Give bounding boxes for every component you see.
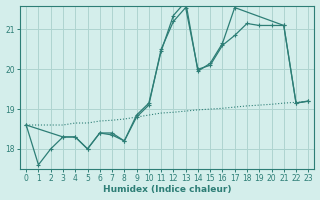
X-axis label: Humidex (Indice chaleur): Humidex (Indice chaleur) [103, 185, 231, 194]
